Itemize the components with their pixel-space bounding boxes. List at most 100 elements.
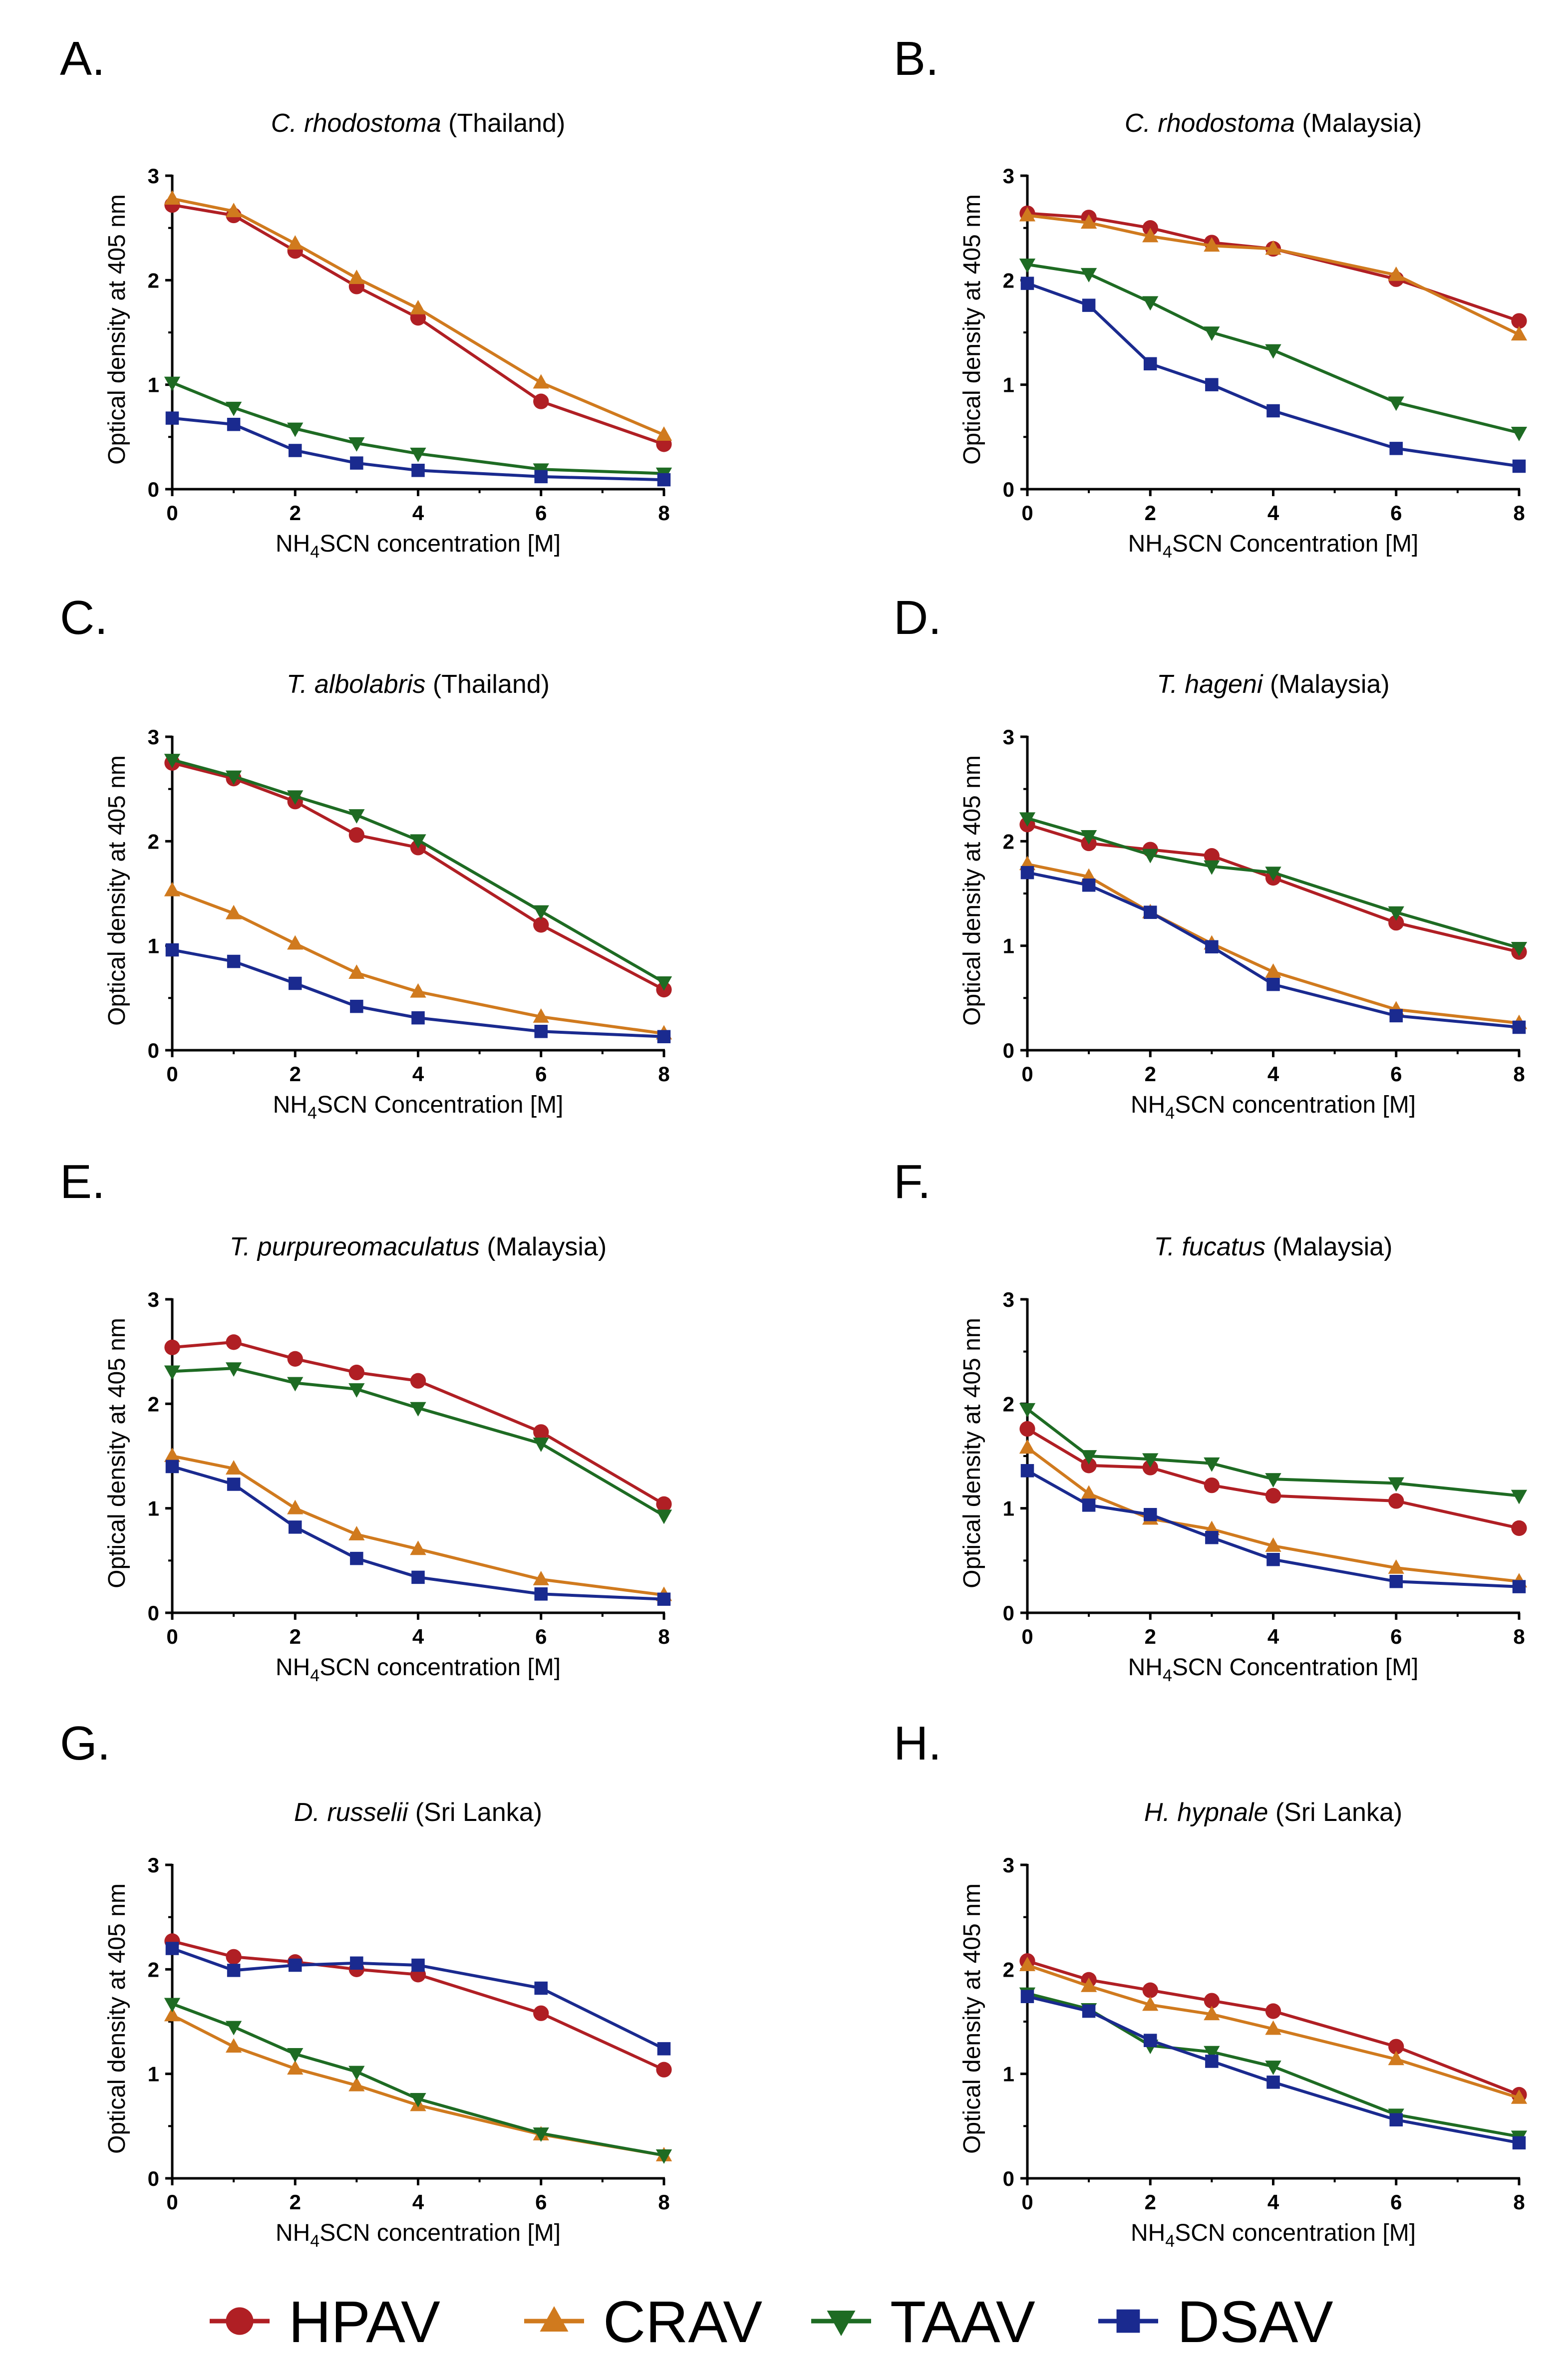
data-point-hpav xyxy=(348,827,365,843)
data-point-taav xyxy=(164,1998,181,2013)
chart-title-species: C. rhodostoma xyxy=(1125,109,1295,138)
series-dsav xyxy=(165,1460,671,1606)
series-line-dsav xyxy=(1026,282,1520,468)
data-point-taav xyxy=(225,401,242,416)
data-point-dsav xyxy=(1389,1009,1403,1023)
data-point-crav xyxy=(1019,207,1036,222)
data-point-taav xyxy=(348,2066,365,2081)
x-tick-label: 2 xyxy=(290,2190,301,2214)
x-axis-label-post: SCN Concentration [M] xyxy=(1172,1654,1419,1681)
x-tick-label: 4 xyxy=(1267,501,1279,525)
chart-title: T. albolabris (Thailand) xyxy=(287,670,550,699)
x-axis-label-post: SCN concentration [M] xyxy=(319,2220,561,2246)
x-axis-label-pre: NH xyxy=(1128,1654,1163,1681)
data-point-crav xyxy=(1080,1977,1097,1992)
data-point-crav xyxy=(287,1499,304,1514)
data-point-hpav xyxy=(533,917,549,933)
data-point-dsav xyxy=(1205,378,1219,391)
y-tick-label: 2 xyxy=(148,1958,159,1981)
data-point-dsav xyxy=(288,444,302,457)
y-tick-label: 2 xyxy=(1003,830,1014,853)
data-point-dsav xyxy=(534,470,548,484)
data-point-crav xyxy=(287,2060,304,2075)
data-point-hpav xyxy=(1265,2003,1281,2019)
x-tick-label: 2 xyxy=(290,1625,301,1648)
data-point-taav xyxy=(348,809,365,824)
data-point-taav xyxy=(655,1509,672,1524)
data-point-crav xyxy=(348,2077,365,2091)
x-tick-label: 4 xyxy=(412,1062,424,1086)
data-point-crav xyxy=(164,190,181,205)
y-tick-label: 3 xyxy=(148,1288,159,1311)
data-point-taav xyxy=(410,447,426,462)
data-point-taav xyxy=(1142,296,1159,311)
x-axis-label: NH4SCN Concentration [M] xyxy=(1128,1654,1419,1685)
data-point-taav xyxy=(1388,906,1404,921)
panel-letter: D. xyxy=(894,591,941,644)
y-tick-label: 1 xyxy=(148,373,159,397)
data-point-dsav xyxy=(657,1030,671,1044)
y-tick-label: 2 xyxy=(1003,1958,1014,1981)
data-point-taav xyxy=(1388,1477,1404,1492)
data-point-hpav xyxy=(410,1373,426,1389)
data-point-dsav xyxy=(1205,1531,1219,1544)
data-point-taav xyxy=(1142,849,1159,864)
x-tick-label: 6 xyxy=(535,1625,547,1648)
y-axis-label: Optical density at 405 nm xyxy=(959,1318,985,1588)
data-point-taav xyxy=(1388,396,1404,411)
data-point-hpav xyxy=(1142,1982,1158,1998)
data-point-hpav xyxy=(226,1334,242,1350)
data-point-dsav xyxy=(534,1981,548,1995)
data-point-dsav xyxy=(165,1942,179,1955)
chart-title-location: (Sri Lanka) xyxy=(408,1798,542,1827)
x-tick-label: 0 xyxy=(1021,2190,1033,2214)
data-point-dsav xyxy=(534,1025,548,1038)
data-point-dsav xyxy=(1266,1552,1280,1566)
data-point-taav xyxy=(1204,860,1220,875)
data-point-dsav xyxy=(288,1958,302,1972)
x-tick-label: 0 xyxy=(166,1625,178,1648)
series-taav xyxy=(164,1362,672,1524)
x-axis-label-pre: NH xyxy=(1128,531,1163,557)
y-tick-label: 1 xyxy=(148,1497,159,1520)
chart-title-location: (Malaysia) xyxy=(1262,670,1389,699)
series-line-hpav xyxy=(172,1340,665,1505)
data-point-taav xyxy=(1142,1453,1159,1468)
data-point-taav xyxy=(1204,2046,1220,2061)
y-tick-label: 3 xyxy=(1003,1853,1014,1877)
panel-letter: C. xyxy=(60,591,108,644)
data-point-hpav xyxy=(533,2005,549,2021)
data-point-dsav xyxy=(350,1551,363,1565)
data-point-taav xyxy=(164,1365,181,1380)
chart-title-location: (Malaysia) xyxy=(1265,1232,1392,1261)
panel-letter: B. xyxy=(894,32,939,85)
data-point-dsav xyxy=(657,2042,671,2056)
data-point-dsav xyxy=(227,1478,241,1491)
data-point-hpav xyxy=(287,1351,303,1367)
x-tick-label: 8 xyxy=(658,2190,669,2214)
series-hpav xyxy=(164,1334,672,1512)
x-tick-label: 6 xyxy=(1390,1625,1402,1648)
series-hpav xyxy=(1019,1421,1527,1536)
data-point-taav xyxy=(1019,1403,1036,1418)
data-point-dsav xyxy=(1512,1020,1526,1034)
data-point-dsav xyxy=(657,473,671,487)
y-tick-label: 1 xyxy=(1003,373,1014,397)
x-tick-label: 0 xyxy=(1021,501,1033,525)
data-point-dsav xyxy=(1512,459,1526,473)
data-point-hpav xyxy=(348,1364,365,1381)
x-tick-label: 0 xyxy=(166,1062,178,1086)
series-hpav xyxy=(164,1933,672,2078)
data-point-crav xyxy=(164,1448,181,1462)
series-line-taav xyxy=(172,758,665,984)
chart-title: C. rhodostoma (Thailand) xyxy=(271,109,566,138)
data-point-crav xyxy=(1142,1996,1159,2011)
data-point-taav xyxy=(348,1383,365,1398)
data-point-crav xyxy=(410,983,426,998)
y-tick-label: 2 xyxy=(148,1392,159,1416)
